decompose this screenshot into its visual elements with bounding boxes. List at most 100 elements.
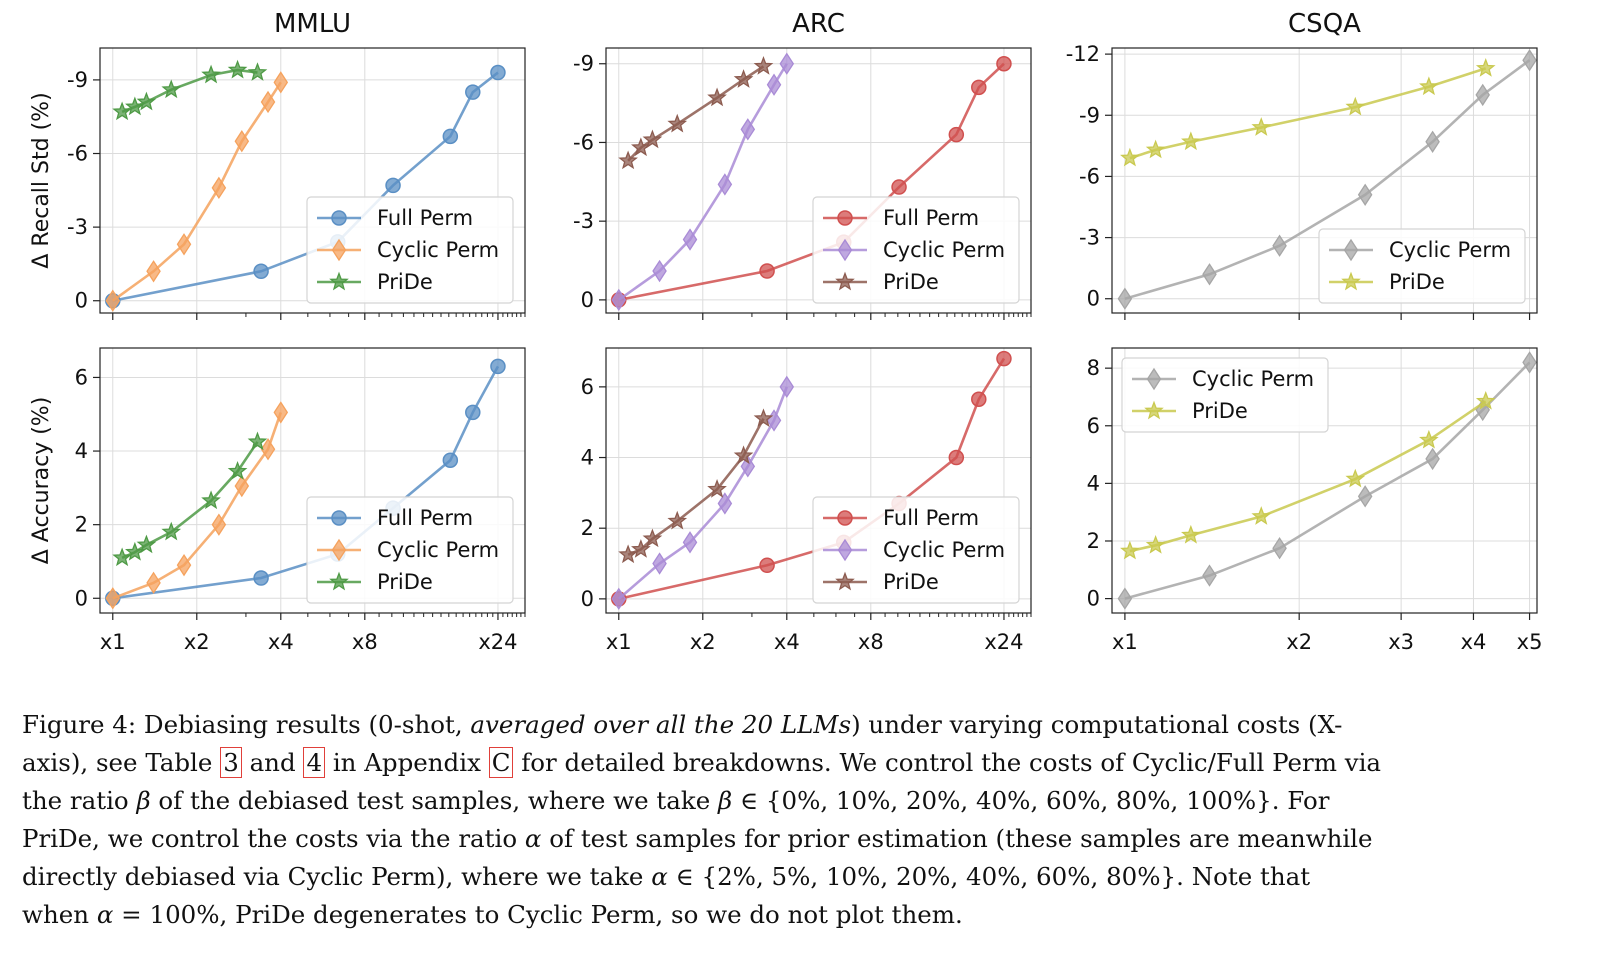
data-point <box>1419 76 1439 96</box>
caption-line: directly debiased via Cyclic Perm), wher… <box>22 862 1311 891</box>
data-point <box>1272 536 1287 560</box>
data-point <box>652 259 667 283</box>
data-point <box>667 113 688 133</box>
caption-reference-link[interactable]: 4 <box>303 747 326 778</box>
data-point <box>1345 96 1366 116</box>
data-point <box>1117 587 1133 610</box>
legend-box <box>812 196 1020 304</box>
figure-caption: Figure 4: Debiasing results (0-shot, ave… <box>22 706 1588 934</box>
series-cyclic-perm <box>1117 49 1537 310</box>
x-tick-label: x24 <box>478 630 517 654</box>
x-tick-label: x5 <box>1517 630 1543 654</box>
data-point <box>1145 534 1166 554</box>
caption-line: the ratio β of the debiased test samples… <box>22 786 1330 815</box>
data-point <box>948 126 965 143</box>
data-point <box>642 528 663 548</box>
data-point <box>707 87 727 107</box>
y-tick-label: -6 <box>1079 164 1100 188</box>
panel-csqa-acc: x1 x2 x3 x4 x5 0 2 4 6 8 Cyclic Perm PriDe <box>1087 347 1543 654</box>
data-point <box>1425 447 1440 471</box>
legend: Full Perm Cyclic Perm PriDe <box>812 496 1020 604</box>
x-tick-label: x2 <box>1286 630 1312 654</box>
data-point <box>176 233 192 256</box>
legend: Cyclic Perm PriDe <box>1121 357 1329 433</box>
plot-frame <box>99 47 526 314</box>
caption-line: Figure 4: Debiasing results (0-shot, ave… <box>22 710 1343 739</box>
panel-title: CSQA <box>1288 9 1361 39</box>
data-point <box>1120 540 1140 560</box>
series-cyclic-perm <box>611 52 795 312</box>
legend-label: Full Perm <box>377 206 473 230</box>
x-tick-label: x4 <box>1461 630 1487 654</box>
data-point <box>260 438 276 461</box>
legend-label: Cyclic Perm <box>883 538 1005 562</box>
data-point <box>1202 564 1217 587</box>
caption-italic: β <box>136 786 151 815</box>
data-point <box>618 150 638 170</box>
data-point <box>227 460 248 480</box>
series-cyclic-perm <box>611 375 795 611</box>
figure-4: 0 -3 -6 -9 MMLU Δ Recall Std (%) Full Perm Cycl… <box>29 9 1543 654</box>
legend-marker <box>1341 271 1361 291</box>
x-tick-label: x1 <box>1112 630 1138 654</box>
data-point <box>733 69 754 88</box>
plot-frame <box>99 347 526 614</box>
y-tick-label: -12 <box>1066 42 1100 66</box>
legend-marker <box>331 510 347 526</box>
data-point <box>136 534 157 554</box>
data-point <box>740 118 756 141</box>
y-tick-label: 6 <box>1087 414 1100 438</box>
legend-label: Cyclic Perm <box>1192 367 1314 391</box>
legend-label: Full Perm <box>883 506 979 530</box>
legend-label: PriDe <box>883 570 939 594</box>
data-point <box>234 474 250 498</box>
legend-box <box>306 496 514 604</box>
data-point <box>1145 139 1166 159</box>
y-tick-label: 8 <box>1087 356 1100 380</box>
legend-marker <box>1343 238 1359 262</box>
legend-marker <box>329 571 349 591</box>
data-point <box>948 449 965 466</box>
data-point <box>779 52 795 75</box>
legend: Cyclic Perm PriDe <box>1318 228 1526 304</box>
x-tick-label: x2 <box>184 630 210 654</box>
y-tick-label: 4 <box>75 439 88 463</box>
data-point <box>201 490 221 510</box>
panel-csqa-recall: 0 -3 -6 -9 -12 CSQA Cyclic Perm PriDe <box>1066 9 1538 320</box>
y-tick-label: 0 <box>1087 287 1100 311</box>
y-tick-label: 0 <box>1087 587 1100 611</box>
data-point <box>682 531 698 554</box>
data-point <box>1251 506 1272 525</box>
series-pride <box>112 59 268 121</box>
caption-reference-link[interactable]: C <box>488 747 514 778</box>
legend-marker <box>331 210 347 226</box>
y-tick-label: -3 <box>67 215 88 239</box>
legend-box <box>812 496 1020 604</box>
legend-marker <box>835 271 855 291</box>
data-point <box>1522 351 1537 374</box>
data-point <box>247 62 268 81</box>
x-tick-label: x3 <box>1388 630 1414 654</box>
legend: Full Perm Cyclic Perm PriDe <box>306 196 514 304</box>
legend-marker <box>329 271 349 291</box>
legend-label: Cyclic Perm <box>883 238 1005 262</box>
plot-frame <box>605 347 1032 614</box>
data-point <box>759 557 775 574</box>
y-tick-label: 0 <box>581 288 594 312</box>
data-point <box>105 587 121 610</box>
x-tick-label: x1 <box>606 630 632 654</box>
data-point <box>465 404 481 421</box>
y-tick-label: 6 <box>75 365 88 389</box>
legend-label: PriDe <box>1192 399 1248 423</box>
data-point <box>176 553 192 577</box>
y-tick-label: -9 <box>67 68 88 92</box>
data-point <box>1425 130 1440 153</box>
caption-italic: α <box>524 824 542 853</box>
legend-marker <box>837 538 853 562</box>
caption-reference-link[interactable]: 3 <box>220 747 242 778</box>
data-point <box>273 71 289 94</box>
panel-arc-acc: x1 x2 x4 x8 x24 0 2 4 6 Full Perm Cyclic Perm PriDe <box>581 347 1032 654</box>
y-tick-label: -3 <box>573 209 594 233</box>
panel-mmlu-acc: x1 x2 x4 x8 x24 0 2 4 6 Δ Accuracy (%) Full Perm Cy… <box>29 347 526 654</box>
legend-box <box>306 196 514 304</box>
